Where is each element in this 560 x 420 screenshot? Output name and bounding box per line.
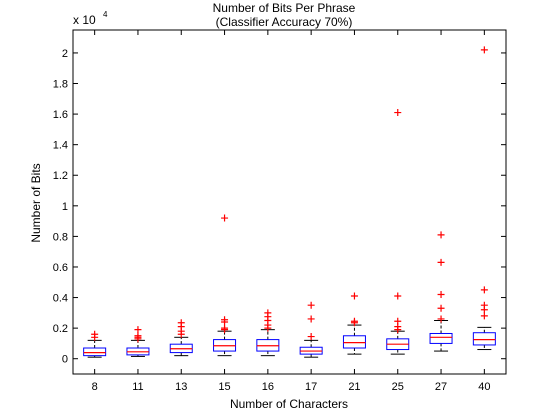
outlier-marker <box>134 332 142 340</box>
y-tick-label: 0 <box>62 354 68 366</box>
outlier-marker <box>221 316 229 324</box>
box-plot-11 <box>126 326 150 357</box>
outlier-marker <box>394 109 402 117</box>
box-body <box>429 332 453 344</box>
outlier-marker <box>480 312 488 320</box>
y-axis-label: Number of Bits <box>29 163 43 242</box>
plot-area <box>72 29 507 375</box>
outlier-marker <box>437 231 445 239</box>
y-tick-label: 1.8 <box>53 79 68 91</box>
x-tick-label: 40 <box>478 381 490 393</box>
box-body <box>342 335 366 349</box>
outlier-marker <box>350 292 358 300</box>
x-tick-label: 27 <box>435 381 447 393</box>
chart-title-line-2: (Classifier Accuracy 70%) <box>216 15 353 29</box>
x-tick-label: 16 <box>262 381 274 393</box>
x-tick-label: 15 <box>218 381 230 393</box>
outlier-marker <box>177 319 185 327</box>
outlier-marker <box>307 333 315 341</box>
box-plot-series <box>83 46 496 358</box>
outlier-marker <box>221 324 229 332</box>
box-plot-15 <box>213 214 237 357</box>
outlier-marker <box>307 315 315 323</box>
y-tick-label: 1.4 <box>53 140 68 152</box>
box-plot-16 <box>256 309 280 357</box>
x-tick-label: 21 <box>348 381 360 393</box>
box-plot-27 <box>429 231 453 352</box>
y-axis-multiplier: x 10 4 <box>73 10 108 27</box>
y-tick-label: 0.6 <box>53 262 68 274</box>
y-tick-label: 1.6 <box>53 109 68 121</box>
box-plot-8 <box>83 330 107 358</box>
x-axis-label: Number of Characters <box>230 397 348 411</box>
box-plot-21 <box>342 292 366 355</box>
y-tick-label: 0.8 <box>53 231 68 243</box>
outlier-marker <box>480 46 488 54</box>
box-plot-25 <box>386 109 410 355</box>
y-tick-label: 1.2 <box>53 170 68 182</box>
box-body <box>83 347 107 357</box>
outlier-marker <box>437 290 445 298</box>
outlier-marker <box>394 317 402 325</box>
y-tick-label: 0.2 <box>53 323 68 335</box>
x-tick-label: 11 <box>132 381 143 393</box>
outlier-marker <box>350 317 358 325</box>
outlier-marker <box>134 326 142 334</box>
y-multiplier-label: x 10 <box>73 13 96 27</box>
outlier-marker <box>437 304 445 312</box>
outlier-marker <box>480 286 488 294</box>
outlier-marker <box>480 301 488 309</box>
box-plot-17 <box>299 301 323 358</box>
outlier-marker <box>437 315 445 323</box>
outlier-marker <box>264 309 272 317</box>
y-tick-label: 2 <box>62 48 68 60</box>
y-multiplier-exponent: 4 <box>103 10 108 19</box>
outlier-marker <box>307 301 315 309</box>
box-plot-40 <box>472 46 496 351</box>
outlier-marker <box>221 214 229 222</box>
outlier-marker <box>437 258 445 266</box>
x-axis-ticks: 8 11 13 15 16 17 21 25 27 40 <box>92 30 490 393</box>
outlier-marker <box>91 330 99 338</box>
y-axis-ticks: 0 0.2 0.4 0.6 0.8 1 1.2 1.4 1.6 1.8 2 <box>53 48 506 366</box>
box-body <box>472 332 496 346</box>
y-tick-label: 0.4 <box>53 293 68 305</box>
x-tick-label: 8 <box>92 381 98 393</box>
chart-title-line-1: Number of Bits Per Phrase <box>213 1 356 15</box>
outlier-marker <box>394 292 402 300</box>
x-tick-label: 17 <box>305 381 317 393</box>
x-tick-label: 13 <box>175 381 187 393</box>
x-tick-label: 25 <box>392 381 404 393</box>
box-plot-13 <box>169 319 193 357</box>
y-tick-label: 1 <box>62 201 68 213</box>
